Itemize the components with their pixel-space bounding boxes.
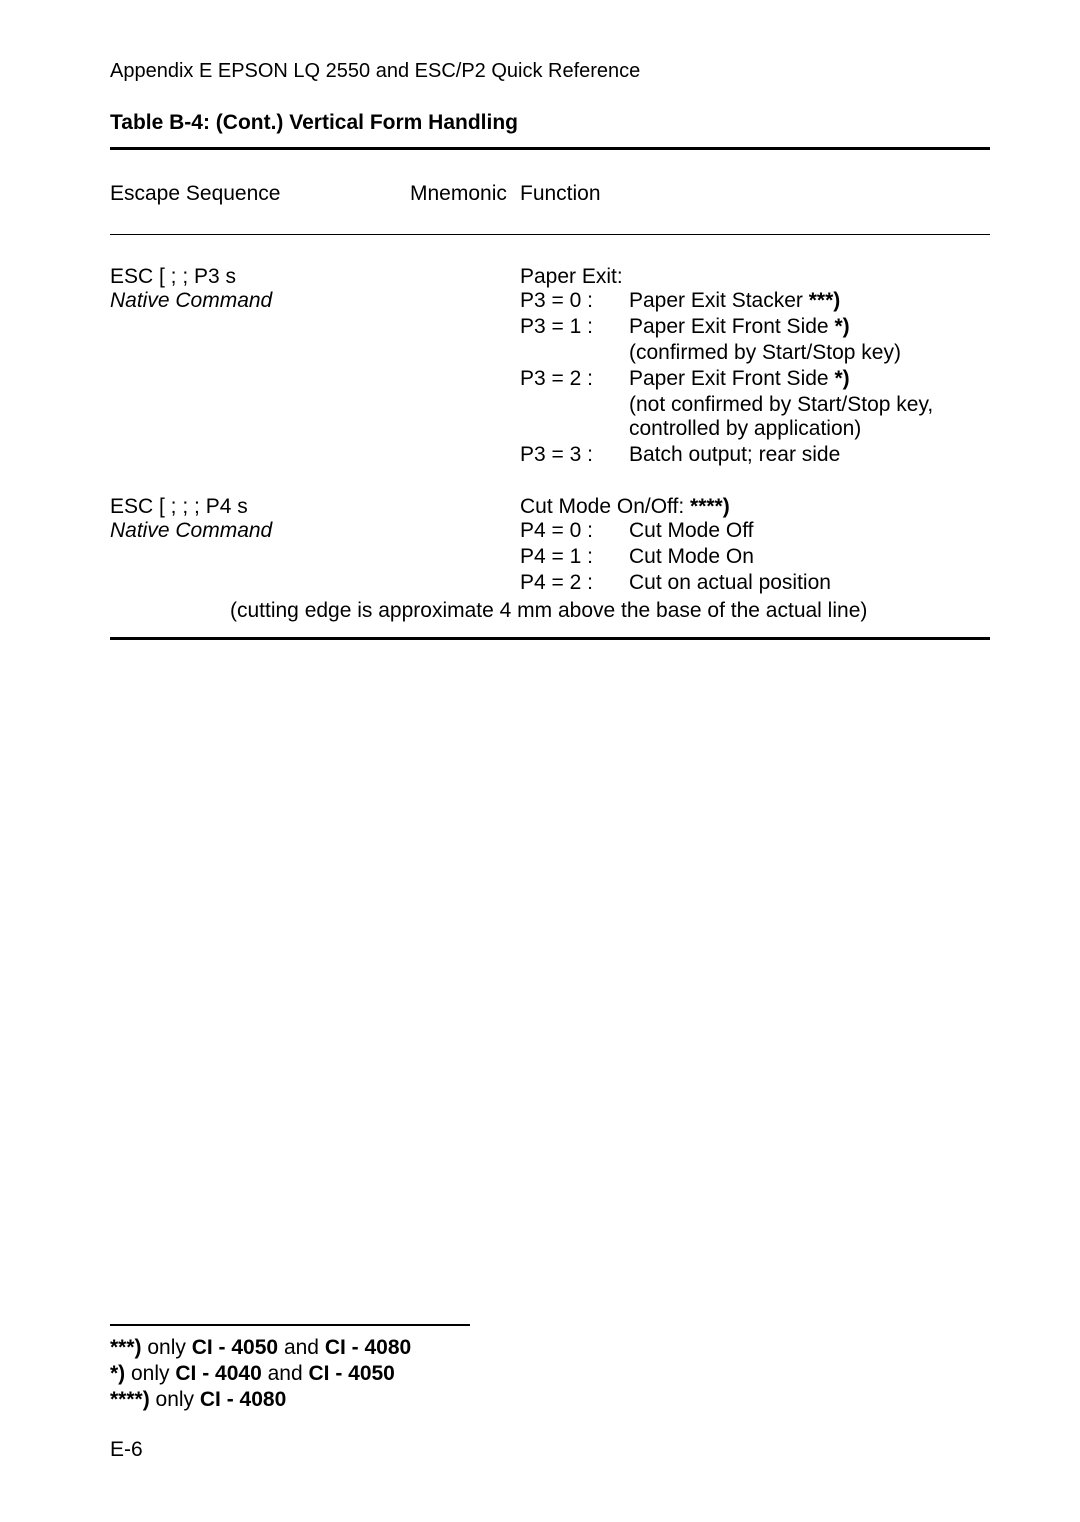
func-val: (not confirmed by Start/Stop key, contro… — [615, 393, 990, 441]
footnotes-block: ***) only CI - 4050 and CI - 4080 *) onl… — [110, 1324, 990, 1462]
escape-seq-1: ESC [ ; ; P3 s — [110, 265, 520, 289]
function-title-2: Cut Mode On/Off: ****) — [520, 495, 990, 519]
col-escape-label: Escape Sequence — [110, 182, 410, 206]
footnote-1: ***) only CI - 4050 and CI - 4080 — [110, 1336, 990, 1360]
func-key: P3 = 0 : — [520, 289, 615, 313]
func-row: (not confirmed by Start/Stop key, contro… — [520, 393, 990, 441]
func-key: P4 = 1 : — [520, 545, 615, 569]
table-title: Table B-4: (Cont.) Vertical Form Handlin… — [110, 111, 990, 135]
func-key: P3 = 2 : — [520, 367, 615, 391]
col-function-label: Function — [520, 182, 990, 206]
entry-cut-mode: ESC [ ; ; ; P4 s Native Command Cut Mode… — [110, 495, 990, 597]
native-command-2: Native Command — [110, 519, 520, 543]
func-key: P4 = 2 : — [520, 571, 615, 595]
entry-paper-exit: ESC [ ; ; P3 s Native Command Paper Exit… — [110, 265, 990, 469]
func-val: Paper Exit Stacker ***) — [615, 289, 990, 313]
func-val: (confirmed by Start/Stop key) — [615, 341, 990, 365]
func-row: P3 = 3 : Batch output; rear side — [520, 443, 990, 467]
func-val: Cut on actual position — [615, 571, 990, 595]
func-val: Paper Exit Front Side *) — [615, 315, 990, 339]
func-val: Cut Mode Off — [615, 519, 990, 543]
footnote-3: ****) only CI - 4080 — [110, 1388, 990, 1412]
rule-bottom — [110, 637, 990, 640]
escape-seq-2: ESC [ ; ; ; P4 s — [110, 495, 520, 519]
page-number: E-6 — [110, 1438, 990, 1462]
func-val: Cut Mode On — [615, 545, 990, 569]
function-title-1: Paper Exit: — [520, 265, 990, 289]
footnote-2: *) only CI - 4040 and CI - 4050 — [110, 1362, 990, 1386]
func-key — [520, 341, 615, 365]
func-row: (confirmed by Start/Stop key) — [520, 341, 990, 365]
rule-header — [110, 234, 990, 235]
func-row: P3 = 0 : Paper Exit Stacker ***) — [520, 289, 990, 313]
func-row: P3 = 1 : Paper Exit Front Side *) — [520, 315, 990, 339]
func-val: Batch output; rear side — [615, 443, 990, 467]
func-key: P3 = 3 : — [520, 443, 615, 467]
native-command-1: Native Command — [110, 289, 520, 313]
appendix-header: Appendix E EPSON LQ 2550 and ESC/P2 Quic… — [110, 60, 990, 83]
func-key: P4 = 0 : — [520, 519, 615, 543]
func-row: P4 = 0 : Cut Mode Off — [520, 519, 990, 543]
func-key — [520, 393, 615, 441]
cutting-edge-note: (cutting edge is approximate 4 mm above … — [230, 599, 990, 623]
func-row: P4 = 1 : Cut Mode On — [520, 545, 990, 569]
column-headers: Escape Sequence Mnemonic Function — [110, 150, 990, 234]
func-row: P3 = 2 : Paper Exit Front Side *) — [520, 367, 990, 391]
func-val: Paper Exit Front Side *) — [615, 367, 990, 391]
func-key: P3 = 1 : — [520, 315, 615, 339]
footnote-rule — [110, 1324, 470, 1326]
func-row: P4 = 2 : Cut on actual position — [520, 571, 990, 595]
col-mnemonic-label: Mnemonic — [410, 182, 520, 206]
